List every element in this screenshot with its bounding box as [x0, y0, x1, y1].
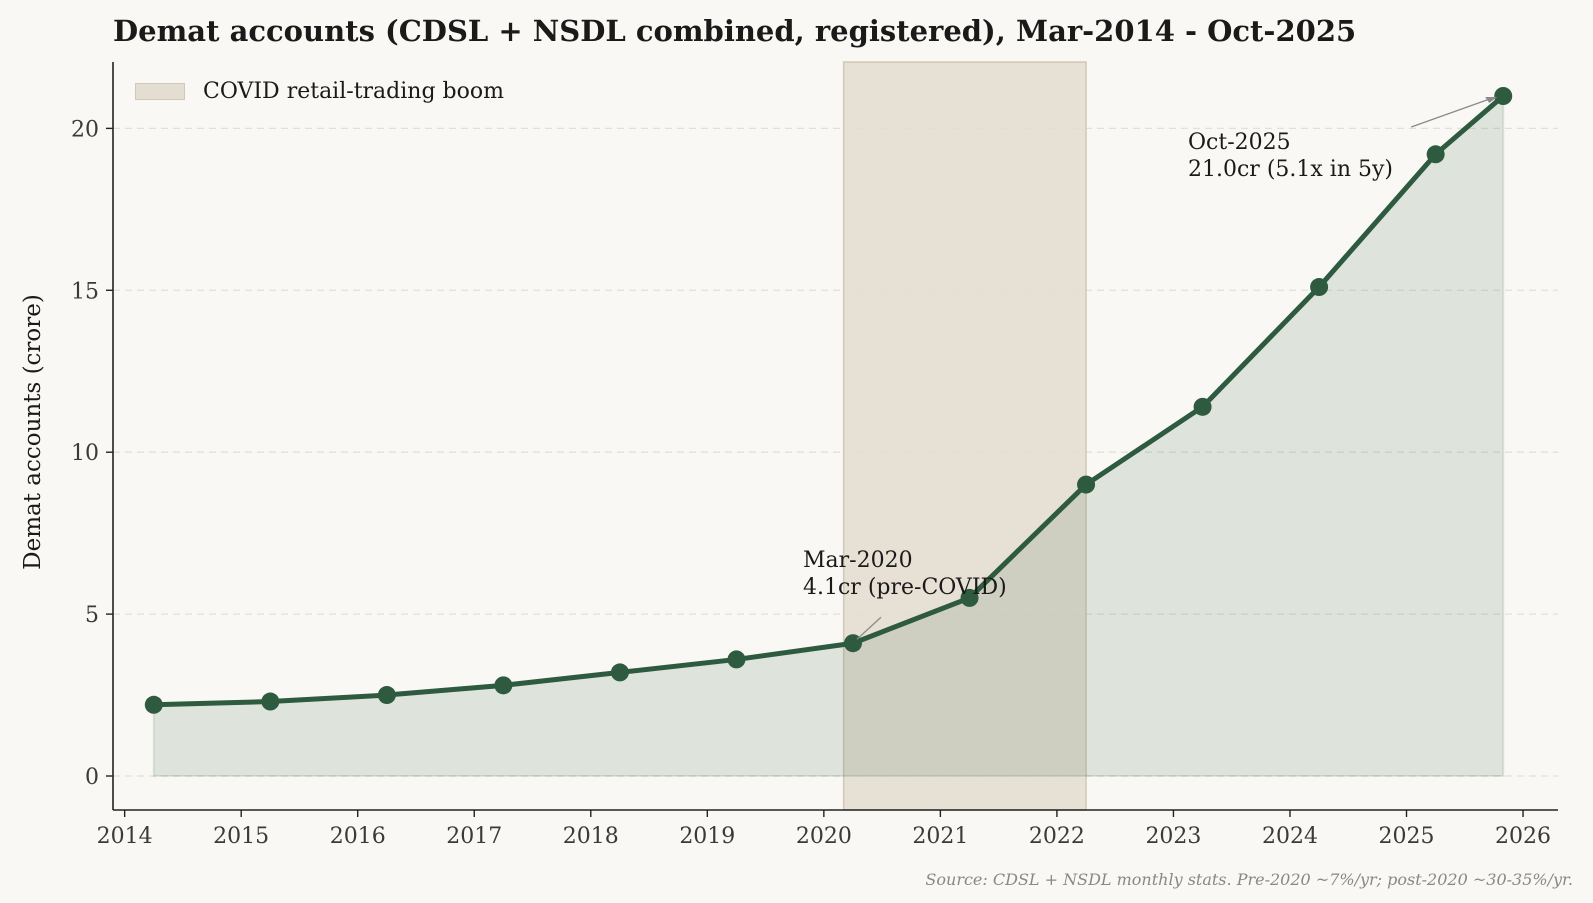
data-point-11	[1426, 145, 1445, 164]
data-point-4	[610, 663, 629, 682]
x-tick-label-2025: 2025	[1379, 824, 1435, 849]
source-note: Source: CDSL + NSDL monthly stats. Pre-2…	[925, 870, 1573, 889]
area-fill	[152, 93, 1505, 777]
x-tick-label-2017: 2017	[446, 824, 502, 849]
area-path	[152, 93, 1505, 777]
y-tick-label-10: 10	[71, 441, 99, 466]
axes	[112, 62, 1558, 811]
data-point-5	[727, 650, 746, 669]
x-tick-label-2020: 2020	[796, 824, 852, 849]
series-points	[144, 87, 1513, 714]
annotation-oct-2025-line1: Oct-2025	[1188, 130, 1291, 155]
x-tick-label-2022: 2022	[1029, 824, 1085, 849]
y-tick-label-5: 5	[85, 603, 99, 628]
annotation-mar-2020-line1: Mar-2020	[803, 548, 913, 573]
legend: COVID retail-trading boom	[135, 79, 504, 104]
x-axis-ticks: 2014 2015 2016 2017 2018 2019 2020 2021 2022 2023…	[97, 810, 1551, 849]
covid-region-rect	[842, 61, 1087, 811]
x-tick-label-2026: 2026	[1495, 824, 1551, 849]
x-tick-label-2018: 2018	[563, 824, 619, 849]
x-tick-label-2014: 2014	[97, 824, 153, 849]
arrowhead-oct-2025	[1485, 97, 1498, 103]
legend-swatch-covid	[135, 83, 185, 100]
y-tick-label-15: 15	[71, 279, 99, 304]
x-tick-label-2019: 2019	[679, 824, 735, 849]
x-tick-label-2023: 2023	[1145, 824, 1201, 849]
data-point-10	[1310, 278, 1329, 297]
data-point-7	[960, 588, 979, 607]
y-tick-label-0: 0	[85, 765, 99, 790]
y-tick-label-20: 20	[71, 117, 99, 142]
data-point-8	[1077, 475, 1096, 494]
x-tick-label-2024: 2024	[1262, 824, 1318, 849]
legend-label-covid: COVID retail-trading boom	[203, 79, 504, 104]
x-tick-label-2021: 2021	[912, 824, 968, 849]
x-tick-label-2015: 2015	[213, 824, 269, 849]
annotation-arrows	[856, 96, 1498, 640]
data-point-3	[494, 676, 513, 695]
data-point-12	[1494, 87, 1513, 105]
x-tick-label-2016: 2016	[330, 824, 386, 849]
data-point-0	[144, 695, 163, 714]
annotation-mar-2020-line2: 4.1cr (pre-COVID)	[803, 575, 1007, 600]
arrow-mar-2020	[856, 616, 882, 640]
y-axis-label: Demat accounts (crore)	[20, 294, 46, 570]
data-point-9	[1193, 397, 1212, 416]
annotation-oct-2025-line2: 21.0cr (5.1x in 5y)	[1188, 157, 1393, 182]
data-point-1	[261, 692, 280, 711]
annotation-mar-2020: Mar-2020 4.1cr (pre-COVID)	[803, 547, 1007, 601]
data-point-2	[377, 686, 396, 705]
arrow-oct-2025	[1411, 96, 1496, 128]
chart-title: Demat accounts (CDSL + NSDL combined, re…	[113, 14, 1357, 48]
covid-shaded-region	[842, 61, 1087, 811]
y-axis-ticks: 0 5 10 15 20	[71, 117, 113, 790]
annotation-oct-2025: Oct-2025 21.0cr (5.1x in 5y)	[1188, 129, 1393, 183]
